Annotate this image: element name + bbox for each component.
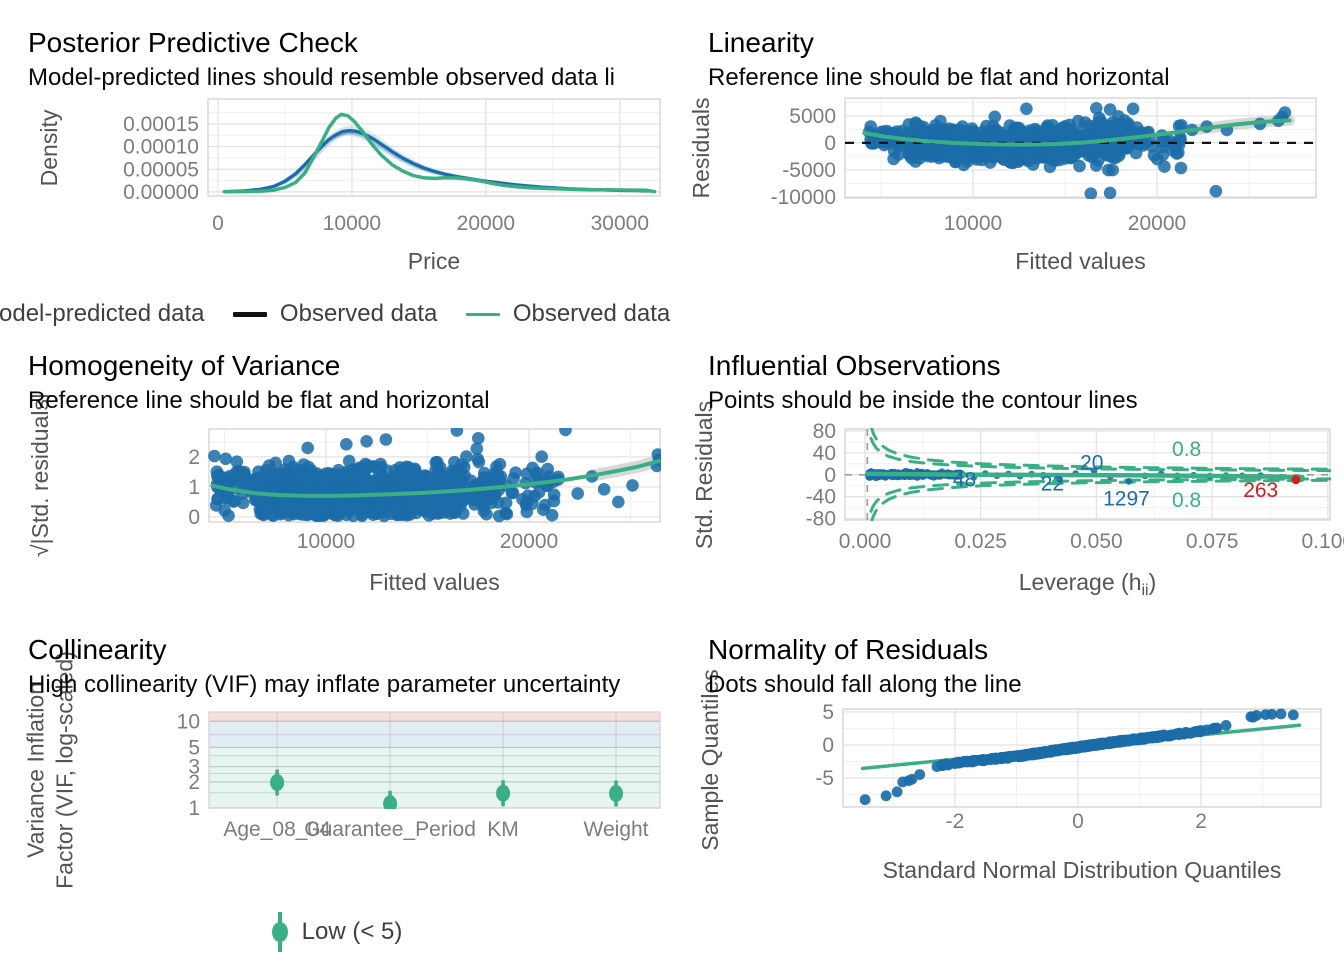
- y-tick-label: 0: [824, 132, 836, 155]
- x-tick-label: 0.000: [839, 530, 892, 553]
- legend-item-observed-black: Observed data: [232, 300, 437, 328]
- y-axis-label: Density: [36, 109, 62, 186]
- influential-observations-panel: 48 22 20 1297 0.8 0.8 263 0.000 0.025 0.050 0.075 0…: [672, 330, 1344, 620]
- y-tick-label: 0: [188, 506, 200, 529]
- ppc-subtitle: Model-predicted lines should resemble ob…: [28, 64, 615, 91]
- y-tick-label: 1: [188, 476, 200, 499]
- annotation-1297: 1297: [1103, 487, 1150, 510]
- y-tick-label: 5000: [789, 105, 836, 128]
- posterior-predictive-check-panel: 0 10000 20000 30000 0.00000 0.00005 0.00010 0.0…: [0, 0, 672, 330]
- y-tick-label: 0.00000: [123, 181, 199, 204]
- x-tick-label: KM: [487, 818, 519, 841]
- low-vif-pointrange-icon: [271, 912, 288, 952]
- legend-item-observed-green: Observed data: [465, 300, 670, 328]
- x-tick-label: -2: [946, 810, 965, 833]
- x-tick-label: 20000: [500, 530, 558, 553]
- homogeneity-subtitle: Reference line should be flat and horizo…: [28, 387, 490, 414]
- y-tick-label: 0.00005: [123, 158, 199, 181]
- influential-subtitle: Points should be inside the contour line…: [708, 387, 1138, 414]
- linearity-title: Linearity: [708, 27, 814, 58]
- annotation-0.8: 0.8: [1172, 438, 1201, 461]
- annotation-263: 263: [1243, 479, 1278, 502]
- legend-item-model-predicted: Model-predicted data: [0, 300, 205, 327]
- ppc-legend: Model-predicted data Observed data Obser…: [0, 300, 694, 336]
- x-axis-label: Leverage (hii): [1019, 569, 1157, 599]
- ppc-plot: 0 10000 20000 30000 0.000000.000050.000100.0…: [36, 98, 661, 274]
- x-tick-label: 0.050: [1070, 530, 1123, 553]
- x-tick-label: 0: [212, 212, 224, 235]
- y-tick-label: -5: [815, 767, 834, 790]
- normality-subtitle: Dots should fall along the line: [708, 671, 1022, 698]
- y-tick-label: 0: [824, 464, 836, 487]
- collinearity-title: Collinearity: [28, 634, 167, 665]
- x-tick-label: 0.100: [1302, 530, 1344, 553]
- x-axis-label: Price: [408, 248, 460, 274]
- collinearity-panel: Age_08_04 Guarantee_Period KM Weight 1 2 3 5 10 V…: [0, 620, 672, 960]
- y-axis-label: Residuals: [688, 98, 714, 199]
- y-tick-label: 0.00015: [123, 113, 199, 136]
- x-tick-label: 20000: [1128, 212, 1186, 235]
- x-tick-label: 20000: [457, 212, 515, 235]
- x-tick-label: 0.025: [954, 530, 1007, 553]
- x-axis-label: Fitted values: [1015, 248, 1145, 274]
- y-tick-label: -40: [806, 486, 836, 509]
- y-tick-label: 80: [813, 420, 836, 443]
- y-tick-label: 1: [188, 797, 200, 820]
- y-axis-label: Sample Quantiles: [697, 669, 723, 851]
- y-tick-label: 40: [813, 442, 836, 465]
- x-tick-label: Age_08_04: [223, 818, 331, 841]
- homogeneity-title: Homogeneity of Variance: [28, 350, 341, 381]
- y-axis-label: Std. Residuals: [691, 401, 717, 549]
- x-axis-label: Standard Normal Distribution Quantiles: [883, 857, 1282, 883]
- y-tick-label: 2: [188, 446, 200, 469]
- x-tick-label: 30000: [591, 212, 649, 235]
- y-tick-label: 0: [822, 734, 834, 757]
- vif-legend: Low (< 5): [0, 908, 672, 956]
- normality-title: Normality of Residuals: [708, 634, 989, 665]
- homogeneity-plot: 10000 20000 0 1 2 Fitted values √|Std. residua…: [27, 393, 661, 595]
- influential-title: Influential Observations: [708, 350, 1001, 381]
- annotation-20: 20: [1080, 452, 1103, 475]
- y-tick-label: -80: [806, 508, 836, 531]
- x-tick-label: 10000: [323, 212, 381, 235]
- y-tick-label: 0.00010: [123, 136, 199, 159]
- y-axis-label: Variance Inflation: [23, 682, 49, 858]
- linearity-plot: 10000 20000 5000 0 -5000 -10000 Fitted values R…: [688, 97, 1317, 274]
- x-tick-label: Weight: [584, 818, 649, 841]
- x-tick-label: 0: [1072, 810, 1084, 833]
- ppc-title: Posterior Predictive Check: [28, 27, 358, 58]
- normality-panel: -2 0 2 5 0 -5 Standard Normal Distribution Qua…: [672, 620, 1344, 960]
- x-axis-label: Fitted values: [369, 569, 499, 595]
- x-tick-label: 2: [1195, 810, 1207, 833]
- y-tick-label: -5000: [782, 159, 836, 182]
- linearity-subtitle: Reference line should be flat and horizo…: [708, 64, 1170, 91]
- y-tick-label: 10: [177, 710, 200, 733]
- y-tick-label: 5: [822, 701, 834, 724]
- y-tick-label: 2: [188, 771, 200, 794]
- y-tick-label: 5: [188, 736, 200, 759]
- observed-line-swatch-green: [465, 312, 500, 316]
- y-axis-label: √|Std. residuals|: [27, 393, 53, 557]
- y-tick-label: -10000: [771, 186, 836, 209]
- observed-line-swatch-black: [232, 311, 267, 317]
- homogeneity-panel: 10000 20000 0 1 2 Fitted values √|Std. residua…: [0, 330, 672, 620]
- annotation-48: 48: [953, 469, 976, 492]
- x-tick-label: Guarantee_Period: [304, 818, 476, 841]
- x-tick-label: 10000: [944, 212, 1002, 235]
- y-axis-label: Factor (VIF, log-scaled): [52, 651, 78, 889]
- x-tick-label: 10000: [297, 530, 355, 553]
- qq-plot: -2 0 2 5 0 -5 Standard Normal Distribution Qua…: [697, 669, 1322, 883]
- annotation-22: 22: [1041, 473, 1064, 496]
- annotation-0.8: 0.8: [1172, 489, 1201, 512]
- collinearity-subtitle: High collinearity (VIF) may inflate para…: [28, 671, 621, 698]
- linearity-panel: 10000 20000 5000 0 -5000 -10000 Fitted values R…: [672, 0, 1344, 330]
- x-tick-label: 0.075: [1186, 530, 1239, 553]
- y-tick-label: 3: [188, 756, 200, 779]
